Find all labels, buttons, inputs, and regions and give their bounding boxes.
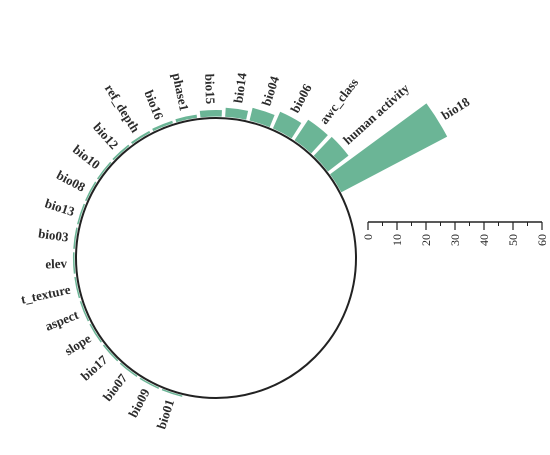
category-label-bio18: bio18 bbox=[439, 94, 473, 123]
category-label-bio08: bio08 bbox=[54, 167, 88, 195]
bar-bio09 bbox=[139, 377, 160, 389]
scale-tick-label-0: 0 bbox=[361, 234, 375, 240]
scale-tick-label-40: 40 bbox=[477, 234, 491, 246]
category-label-aspect: aspect bbox=[43, 307, 81, 334]
bars-group bbox=[72, 103, 448, 397]
category-label-bio14: bio14 bbox=[230, 71, 249, 104]
bar-t-texture bbox=[74, 276, 81, 299]
bar-ref-depth bbox=[130, 130, 151, 144]
bar-bio04 bbox=[249, 107, 275, 128]
value-scale: 0 10 20 30 40 50 60 bbox=[361, 221, 549, 246]
bar-bio16 bbox=[152, 120, 173, 132]
bar-human-activity bbox=[313, 136, 349, 172]
category-label-bio01: bio01 bbox=[153, 397, 177, 430]
bar-phase1 bbox=[175, 114, 198, 123]
category-label-bio09: bio09 bbox=[125, 386, 153, 420]
category-label-bio16: bio16 bbox=[141, 88, 166, 122]
bar-bio06 bbox=[272, 111, 302, 139]
bar-bio17 bbox=[102, 344, 119, 362]
category-label-awc-class: awc_class bbox=[316, 75, 361, 127]
bar-bio15 bbox=[199, 109, 222, 118]
scale-tick-label-30: 30 bbox=[448, 234, 462, 246]
category-label-bio17: bio17 bbox=[78, 352, 111, 384]
category-label-bio15: bio15 bbox=[202, 74, 218, 105]
bar-bio14 bbox=[225, 107, 249, 120]
category-label-bio12: bio12 bbox=[90, 119, 121, 152]
scale-tick-label-50: 50 bbox=[506, 234, 520, 246]
category-label-bio13: bio13 bbox=[43, 195, 77, 219]
category-label-phase1: phase1 bbox=[169, 72, 192, 113]
bar-bio10 bbox=[96, 161, 112, 180]
category-label-t-texture: t_texture bbox=[20, 282, 73, 307]
bar-bio18 bbox=[330, 103, 448, 193]
bar-awc-class bbox=[294, 119, 328, 154]
category-label-elev: elev bbox=[45, 256, 68, 272]
scale-tick-label-10: 10 bbox=[390, 234, 404, 246]
category-label-bio10: bio10 bbox=[70, 142, 103, 173]
category-label-bio04: bio04 bbox=[258, 74, 282, 108]
scale-tick-label-20: 20 bbox=[419, 234, 433, 246]
bar-bio03 bbox=[73, 227, 78, 249]
base-circle bbox=[75, 117, 357, 399]
bar-bio08 bbox=[85, 181, 97, 202]
category-label-bio03: bio03 bbox=[37, 226, 70, 245]
category-label-slope: slope bbox=[62, 330, 94, 358]
bar-bio07 bbox=[119, 362, 138, 377]
bar-bio12 bbox=[112, 144, 130, 161]
category-label-bio07: bio07 bbox=[100, 370, 131, 404]
bar-bio01 bbox=[161, 388, 183, 397]
scale-tick-label-60: 60 bbox=[535, 234, 549, 246]
bar-slope bbox=[89, 323, 102, 343]
bar-aspect bbox=[79, 301, 90, 322]
bar-bio13 bbox=[77, 203, 86, 225]
category-label-bio06: bio06 bbox=[287, 81, 315, 115]
bar-elev bbox=[72, 252, 76, 274]
